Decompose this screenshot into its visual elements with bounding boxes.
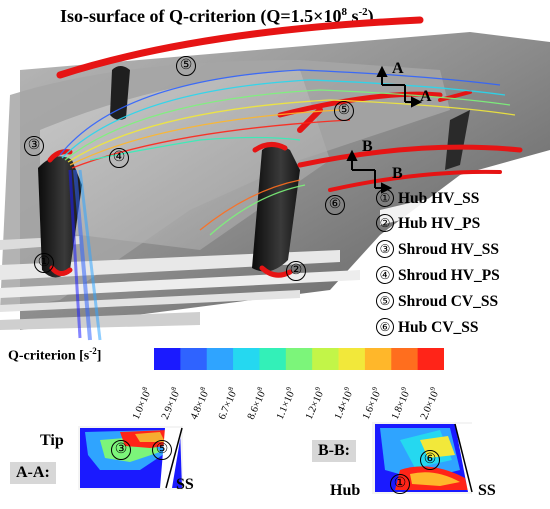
colorbar-label: Q-criterion [s-2] xyxy=(8,346,102,364)
colorbar-segment xyxy=(364,348,392,370)
marker-a2: A xyxy=(420,88,432,105)
callout-2: ② xyxy=(286,261,306,281)
blade-2 xyxy=(252,145,300,272)
legend-item: ⑥ Hub CV_SS xyxy=(376,318,479,337)
section-arrows xyxy=(346,65,423,194)
colorbar-segment xyxy=(180,348,208,370)
section-bb-callout-1: ① xyxy=(390,474,410,494)
colorbar xyxy=(154,348,444,370)
colorbar-segment xyxy=(312,348,340,370)
callout-5-right: ⑤ xyxy=(334,101,354,121)
legend-item: ④ Shroud HV_PS xyxy=(376,266,500,285)
streamlines xyxy=(59,69,516,341)
vortex-legend: ① Hub HV_SS ② Hub HV_PS ③ Shroud HV_SS ④ Shr… xyxy=(372,187,550,343)
callout-4: ④ xyxy=(109,148,129,168)
colorbar-segment xyxy=(233,348,260,370)
callout-6: ⑥ xyxy=(325,195,345,215)
colorbar-segment xyxy=(391,348,419,370)
section-aa-callout-3: ③ xyxy=(111,440,131,460)
colorbar-segment xyxy=(206,348,234,370)
section-bb-tag: B-B: xyxy=(312,440,356,462)
colorbar-segment xyxy=(259,348,287,370)
legend-item: ③ Shroud HV_SS xyxy=(376,240,499,259)
section-aa-tag: A-A: xyxy=(10,462,56,484)
vortex-tubes xyxy=(47,16,523,278)
legend-item: ⑤ Shroud CV_SS xyxy=(376,292,498,311)
marker-b1: B xyxy=(362,138,373,155)
callout-1: ① xyxy=(34,253,54,273)
section-aa-ss-label: SS xyxy=(176,476,194,493)
colorbar-segment xyxy=(417,348,444,370)
colorbar-segment xyxy=(338,348,366,370)
figure-title: Iso-surface of Q-criterion (Q=1.5×108 s-… xyxy=(60,6,374,26)
blade-4 xyxy=(445,110,470,170)
hub-label: Hub xyxy=(330,482,361,499)
legend-item: ① Hub HV_SS xyxy=(376,189,479,208)
marker-b2: B xyxy=(392,165,403,182)
legend-item: ② Hub HV_PS xyxy=(376,214,480,233)
tip-label: Tip xyxy=(40,432,64,449)
section-bb-ss-label: SS xyxy=(478,482,496,499)
marker-a1: A xyxy=(392,60,404,77)
colorbar-segment xyxy=(154,348,181,370)
callout-3: ③ xyxy=(24,136,44,156)
callout-5-top: ⑤ xyxy=(176,56,196,76)
colorbar-segment xyxy=(285,348,313,370)
section-aa-callout-5: ⑤ xyxy=(152,440,172,460)
section-bb-callout-6: ⑥ xyxy=(420,450,440,470)
